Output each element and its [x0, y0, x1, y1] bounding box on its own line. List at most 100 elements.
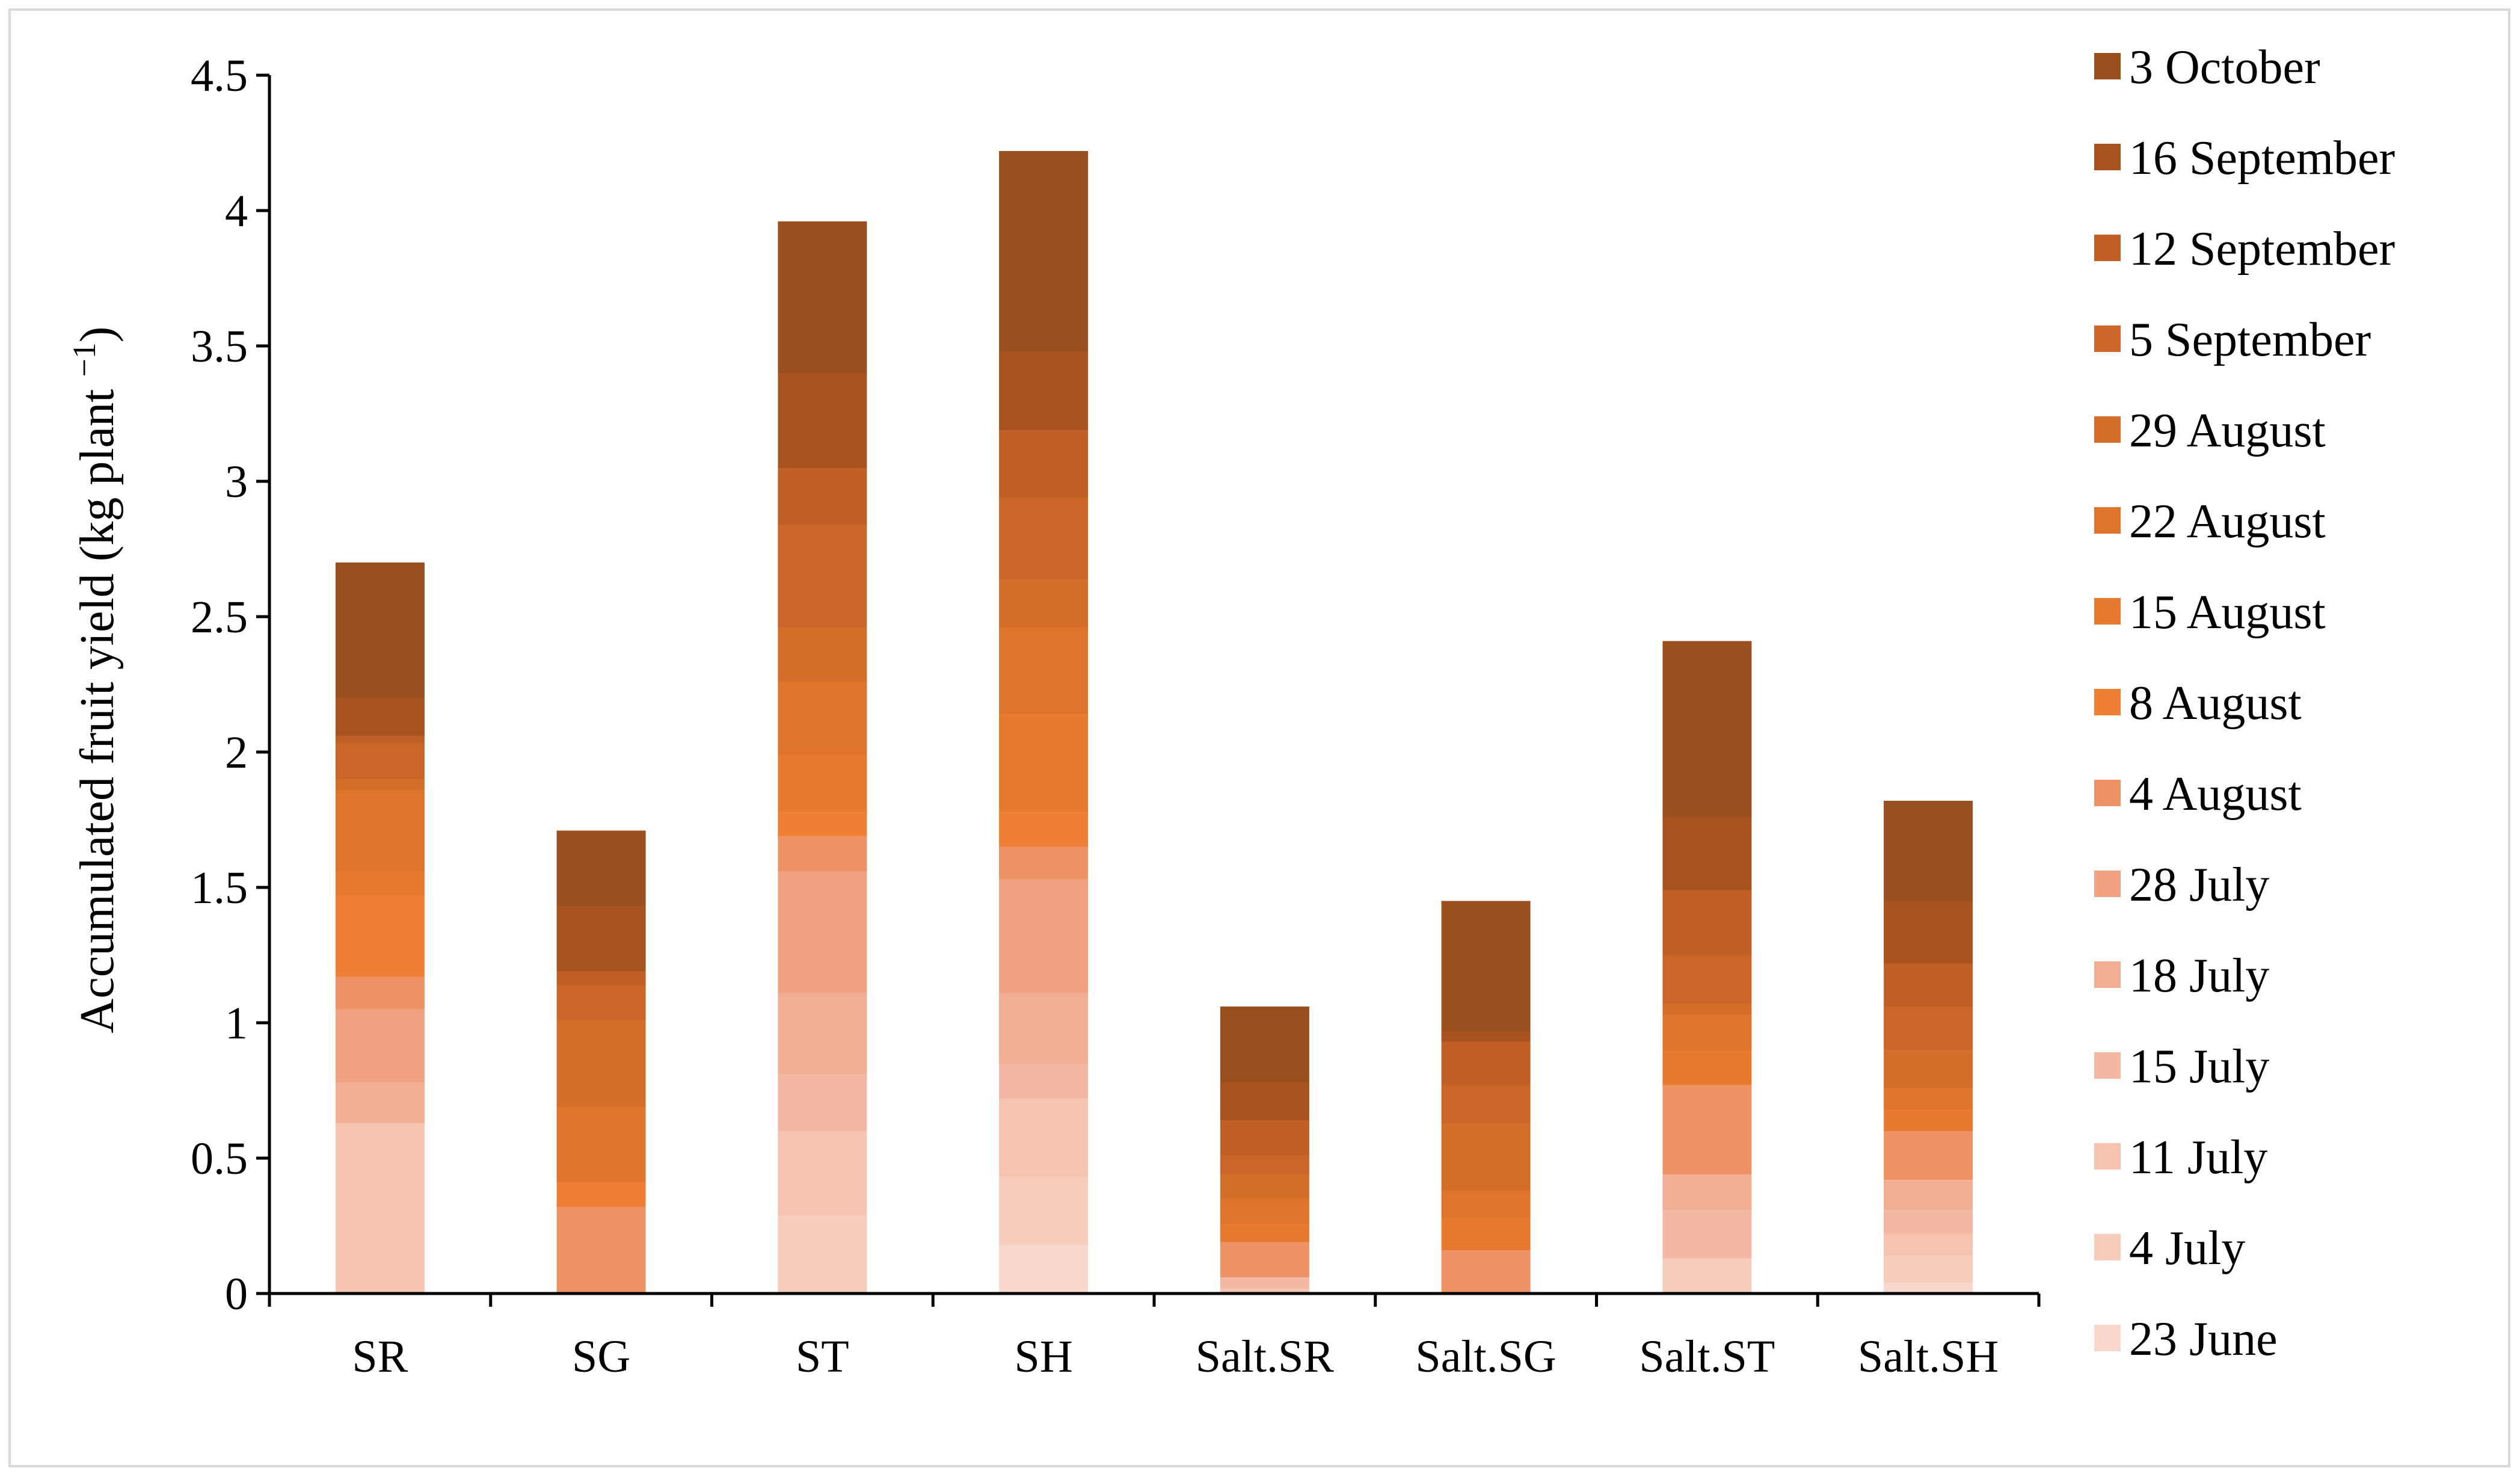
legend-label: 3 October — [2129, 41, 2320, 94]
bar-segment-salt-sh-4-july — [1884, 1256, 1973, 1283]
bar-segment-sr-29-august — [335, 779, 425, 790]
bar-segment-salt-sh-15-august — [1884, 1109, 1973, 1131]
bar-segment-salt-sh-5-september — [1884, 1007, 1973, 1050]
y-tick-label: 0.5 — [191, 1133, 248, 1184]
bar-segment-salt-sg-4-august — [1441, 1250, 1531, 1294]
bar-segment-st-18-july — [778, 993, 867, 1075]
legend-label: 12 September — [2129, 223, 2395, 276]
bar-segment-sg-16-september — [556, 906, 646, 972]
bar-segment-salt-sr-15-july — [1220, 1277, 1309, 1288]
legend-swatch — [2094, 1325, 2121, 1351]
bar-segment-sg-4-august — [556, 1207, 646, 1294]
legend-label: 29 August — [2129, 404, 2326, 457]
y-tick-label: 3 — [225, 457, 248, 507]
legend-swatch — [2094, 1143, 2121, 1170]
bar-segment-st-22-august — [778, 682, 867, 755]
legend-swatch — [2094, 507, 2121, 534]
bar-segment-sh-18-july — [999, 993, 1089, 1064]
bar-segment-sg-12-september — [556, 971, 646, 985]
y-tick-label: 4 — [225, 186, 248, 236]
bar-segment-st-28-july — [778, 871, 867, 993]
bar-segment-sr-16-september — [335, 698, 425, 736]
bar-segment-sg-29-august — [556, 1020, 646, 1107]
bar-segment-sr-15-august — [335, 871, 425, 896]
bar-segment-sg-5-september — [556, 985, 646, 1020]
legend-label: 22 August — [2129, 495, 2326, 548]
legend-swatch — [2094, 598, 2121, 624]
bar-segment-salt-sr-5-september — [1220, 1155, 1309, 1174]
bar-segment-sh-29-august — [999, 579, 1089, 627]
bar-segment-st-4-july — [778, 1215, 867, 1294]
bar-segment-salt-st-5-september — [1662, 955, 1752, 1004]
bar-segment-salt-sr-16-september — [1220, 1082, 1309, 1120]
legend-label: 4 July — [2129, 1222, 2245, 1275]
y-axis-label: Accumulated fruit yield (kg plant −1) — [66, 327, 124, 1034]
y-tick-label: 2.5 — [191, 592, 248, 643]
x-tick-label: SG — [572, 1331, 630, 1382]
y-tick-label: 2 — [225, 727, 248, 778]
bar-segment-sh-28-july — [999, 879, 1089, 993]
legend-label: 16 September — [2129, 132, 2395, 185]
bar-segment-sh-15-august — [999, 714, 1089, 812]
legend-swatch — [2094, 961, 2121, 988]
legend-swatch — [2094, 1234, 2121, 1260]
bar-segment-st-29-august — [778, 627, 867, 682]
bar-segment-sh-15-july — [999, 1063, 1089, 1099]
bar-segment-salt-sh-4-august — [1884, 1131, 1973, 1180]
y-tick-label: 3.5 — [191, 321, 248, 372]
bar-segment-sr-18-july — [335, 1082, 425, 1123]
bar-segment-sh-5-september — [999, 498, 1089, 579]
legend-swatch — [2094, 780, 2121, 806]
bar-segment-salt-sg-12-september — [1441, 1041, 1531, 1085]
bar-segment-salt-sg-29-august — [1441, 1123, 1531, 1191]
x-tick-label: Salt.SG — [1415, 1331, 1556, 1382]
bar-segment-st-15-august — [778, 754, 867, 812]
legend-swatch — [2094, 416, 2121, 443]
legend-label: 8 August — [2129, 677, 2302, 730]
y-ticks-group: 0 0.5 1 1.5 2 2.5 3 3.5 4 4.5 — [191, 51, 269, 1319]
bar-segment-sh-4-july — [999, 1177, 1089, 1245]
y-tick-label: 1.5 — [191, 863, 248, 913]
bar-segment-sh-8-august — [999, 812, 1089, 847]
legend-swatch — [2094, 53, 2121, 79]
bar-segment-salt-sr-22-august — [1220, 1198, 1309, 1223]
bar-segment-sr-12-september — [335, 736, 425, 744]
bar-segment-salt-sh-15-july — [1884, 1209, 1973, 1234]
bar-segment-salt-sh-18-july — [1884, 1180, 1973, 1210]
legend-swatch — [2094, 325, 2121, 352]
legend-label: 5 September — [2129, 313, 2371, 366]
x-tick-label: SH — [1015, 1331, 1073, 1382]
bar-segment-salt-sr-4-august — [1220, 1242, 1309, 1277]
bar-segment-salt-st-16-september — [1662, 817, 1752, 890]
bar-segment-salt-sh-12-september — [1884, 963, 1973, 1007]
bar-segment-salt-sr-11-july — [1220, 1288, 1309, 1294]
bar-segment-st-16-september — [778, 373, 867, 468]
axes-group — [268, 75, 2039, 1295]
legend-label: 11 July — [2129, 1131, 2267, 1184]
bar-segment-salt-st-15-july — [1662, 1209, 1752, 1259]
x-tick-label: ST — [796, 1331, 849, 1382]
legend-swatch — [2094, 144, 2121, 170]
x-tick-label: Salt.SH — [1858, 1331, 1999, 1382]
x-ticks-group: SR SG ST SH Salt.SR Salt.SG Salt.ST Salt.SH — [268, 1294, 2041, 1382]
bar-segment-st-5-september — [778, 525, 867, 627]
bar-segment-salt-st-18-july — [1662, 1174, 1752, 1210]
bar-segment-salt-sh-11-july — [1884, 1234, 1973, 1256]
bar-segment-salt-sg-5-september — [1441, 1085, 1531, 1123]
bar-segment-salt-sr-12-september — [1220, 1120, 1309, 1156]
bar-segment-salt-sr-3-october — [1220, 1007, 1309, 1082]
bar-segment-sr-8-august — [335, 895, 425, 977]
y-tick-label: 4.5 — [191, 51, 248, 101]
bar-segment-salt-sh-23-june — [1884, 1283, 1973, 1294]
bar-segment-st-3-october — [778, 221, 867, 373]
bar-segment-sr-22-august — [335, 790, 425, 871]
legend-swatch — [2094, 1052, 2121, 1079]
bar-segment-salt-sh-16-september — [1884, 901, 1973, 963]
legend: 3 October 16 September 12 September 5 Septe… — [2094, 41, 2395, 1366]
y-tick-label: 1 — [225, 998, 248, 1049]
bar-segment-st-4-august — [778, 836, 867, 871]
bar-segment-sh-3-october — [999, 151, 1089, 351]
bar-segment-salt-sg-16-september — [1441, 1031, 1531, 1042]
bar-segment-sr-5-september — [335, 744, 425, 779]
